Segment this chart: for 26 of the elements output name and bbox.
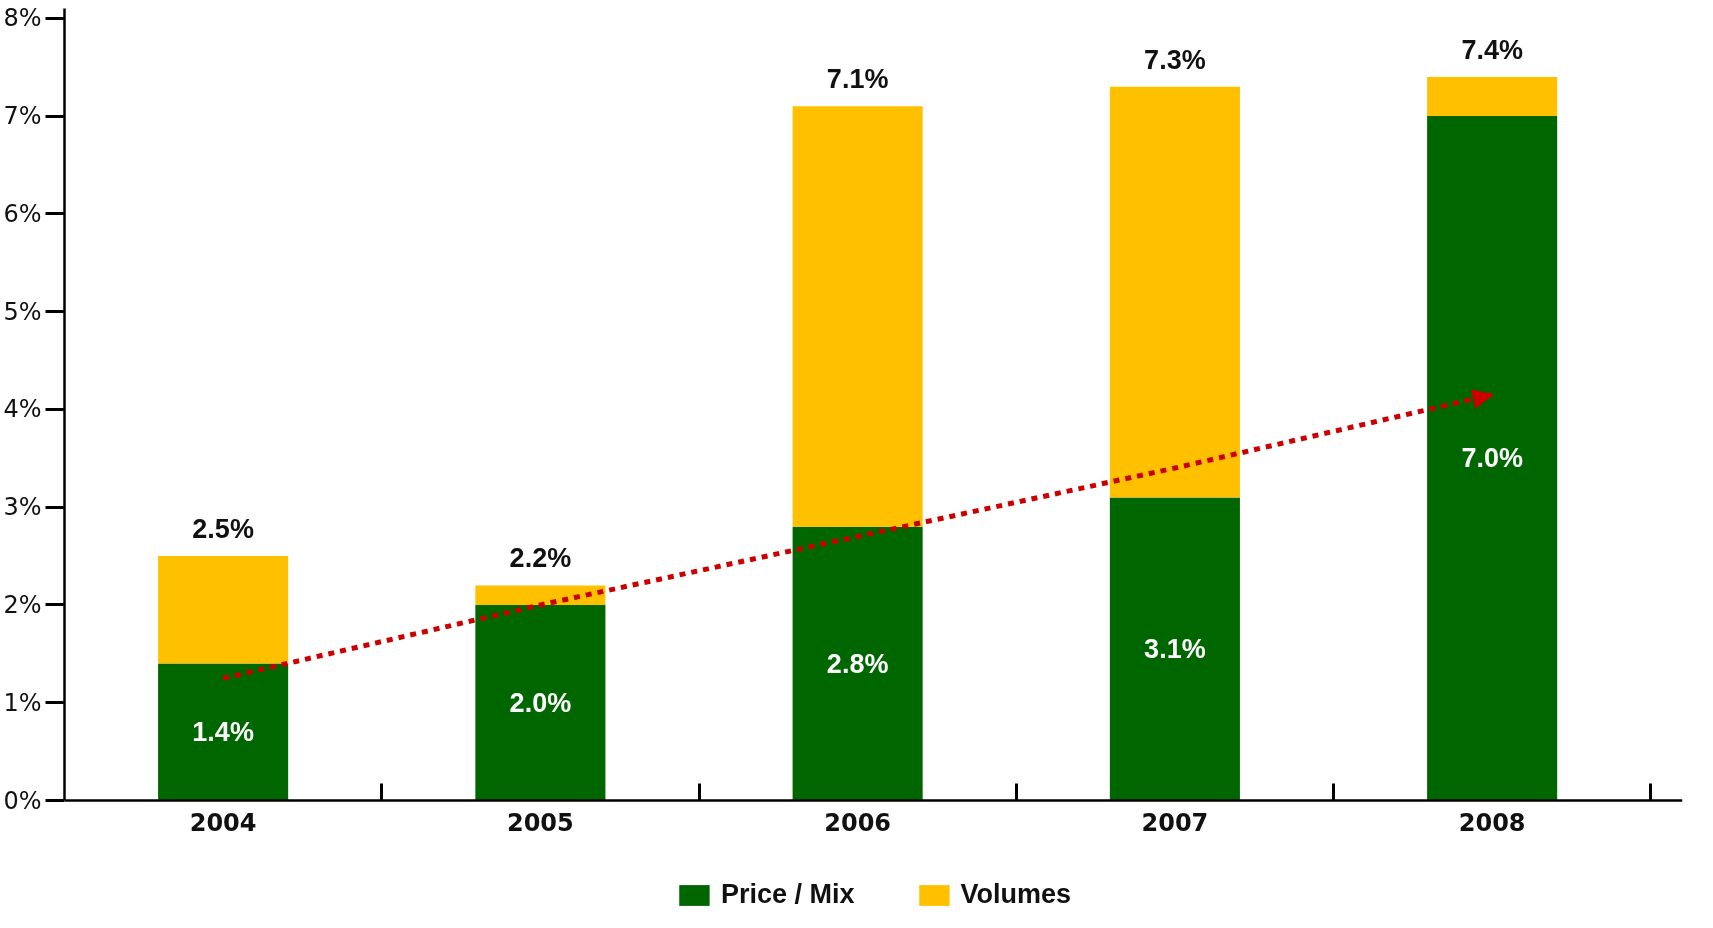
y-tick-label: 8% xyxy=(3,4,42,33)
x-tick-label: 2008 xyxy=(1458,808,1526,837)
x-tick-label: 2005 xyxy=(506,808,574,837)
data-label: 3.1% xyxy=(1144,633,1206,664)
total-label: 2.5% xyxy=(192,514,254,545)
y-tick-label: 7% xyxy=(3,102,42,131)
data-label: 2.0% xyxy=(509,687,572,718)
y-tick-label: 5% xyxy=(3,297,42,326)
total-label: 7.1% xyxy=(826,64,889,95)
x-tick-label: 2004 xyxy=(189,808,257,837)
total-label: 2.2% xyxy=(509,543,572,574)
x-tick-label: 2006 xyxy=(824,808,892,837)
y-tick-label: 1% xyxy=(3,688,42,717)
y-tick-label: 0% xyxy=(3,786,42,815)
x-tick-label: 2007 xyxy=(1141,808,1209,837)
y-tick-label: 2% xyxy=(3,590,42,619)
legend-label: Volumes xyxy=(960,879,1072,910)
y-tick-label: 4% xyxy=(3,395,42,424)
total-label: 7.4% xyxy=(1461,34,1523,65)
data-label: 7.0% xyxy=(1461,443,1523,474)
total-label: 7.3% xyxy=(1144,44,1206,75)
data-label: 1.4% xyxy=(192,717,254,748)
y-tick-label: 6% xyxy=(3,199,42,228)
legend-label: Price / Mix xyxy=(720,879,855,910)
data-label: 2.8% xyxy=(826,648,889,679)
y-tick-label: 3% xyxy=(3,493,42,522)
